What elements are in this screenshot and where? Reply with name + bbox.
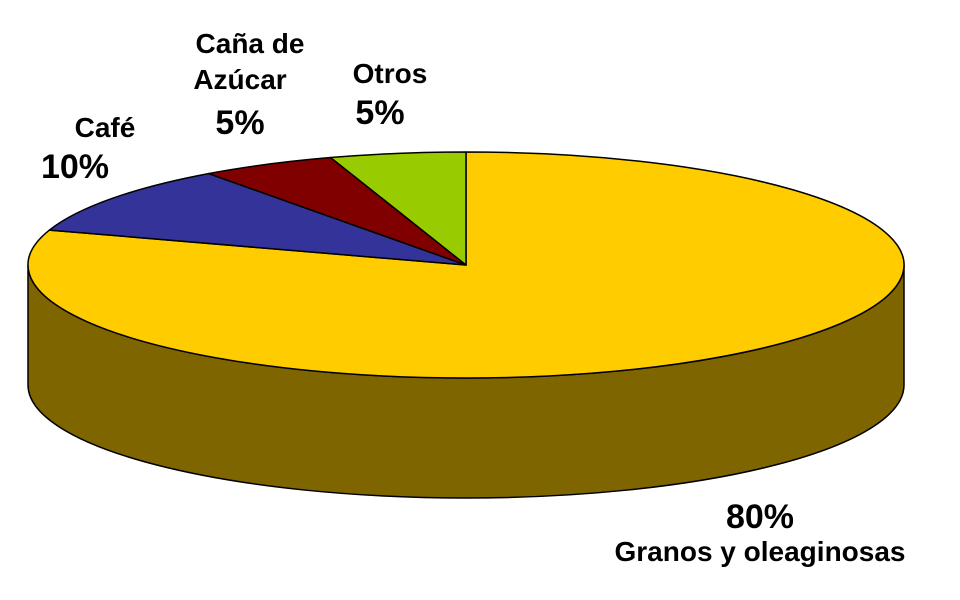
label-cana-line1: Caña de bbox=[195, 28, 305, 59]
label-cana-line2: Azúcar bbox=[193, 64, 287, 95]
label-cafe-name: Café bbox=[74, 112, 136, 143]
pie-slice-otros bbox=[329, 151, 467, 266]
label-cana-value: 5% bbox=[215, 104, 265, 142]
label-otros-value: 5% bbox=[355, 94, 405, 132]
pie-slice-granos-y-oleaginosas bbox=[27, 151, 905, 379]
label-otros-name: Otros bbox=[352, 58, 428, 89]
label-granos-name: Granos y oleaginosas bbox=[614, 536, 906, 567]
pie-slice-caf- bbox=[48, 172, 467, 266]
label-granos-value: 80% bbox=[725, 498, 795, 536]
label-cafe-value: 10% bbox=[40, 148, 110, 186]
